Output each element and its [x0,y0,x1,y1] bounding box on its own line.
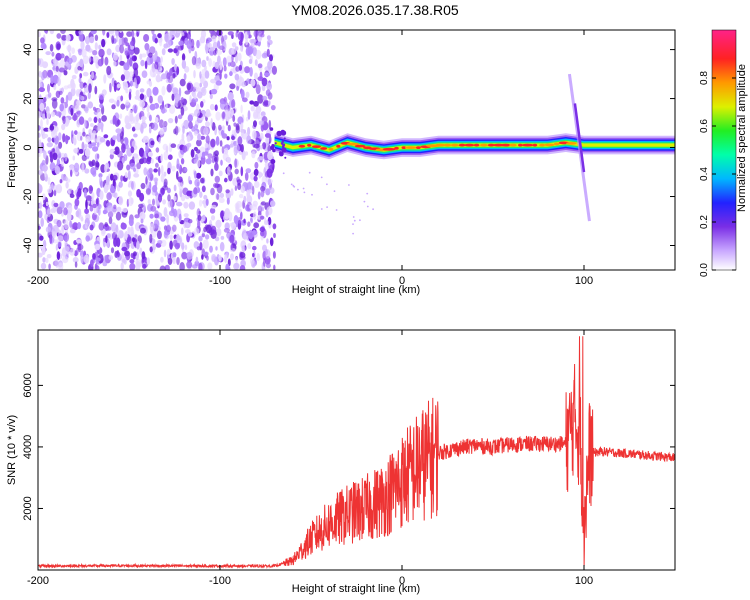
x-tick-label: -100 [209,275,231,287]
colorbar-tick-label: 0.6 [699,119,710,133]
y-tick-label: 40 [22,43,34,55]
colorbar-tick-label: 0.2 [699,215,710,229]
band-peak [479,143,488,147]
snr-panel: -200 -100 0 100 2000 4000 6000 Height of strai… [6,329,676,595]
band-onset [281,130,287,136]
band-peak [544,143,555,147]
spectrogram-xlabel: Height of straight line (km) [292,284,420,296]
band-peak [553,142,560,146]
spectrogram-ylabel: Frequency (Hz) [6,112,18,188]
band-peak [401,146,407,150]
band-onset [281,140,285,143]
x-tick-label: 0 [399,575,405,587]
band-peak [434,143,446,147]
band-peak [509,143,517,147]
frequency-band [269,127,675,164]
band-peak [450,143,459,147]
dispersion-streak-core [573,103,586,173]
snr-frame [37,329,676,571]
y-tick-label: -20 [22,189,34,205]
band-onset [283,137,286,140]
band-peak [473,143,480,147]
x-tick-label: -100 [209,575,231,587]
colorbar-tick-label: 0.0 [699,263,710,277]
colorbar: 0.0 0.2 0.4 0.6 0.8 Normalized spectral ampl… [699,29,748,277]
band-onset [282,143,286,147]
band-peak [307,143,312,147]
figure-title: YM08.2026.035.17.38.R05 [291,2,459,18]
x-tick-label: 100 [575,275,593,287]
band-peak [566,142,577,145]
band-peak [443,143,452,147]
y-tick-label: 0 [22,144,34,150]
band-peak [500,143,512,147]
band-peak [336,144,341,148]
band-onset [269,127,274,131]
spectrogram-frame [37,29,676,271]
y-tick-label: 20 [22,92,34,104]
band-peak [311,145,322,149]
colorbar-label: Normalized spectral amplitude [736,64,748,212]
band-peak [464,143,475,147]
x-tick-label: 0 [399,275,405,287]
snr-xlabel: Height of straight line (km) [292,583,420,595]
band-peak [458,143,466,147]
band-onset [284,156,287,159]
band-onset [270,145,275,150]
y-tick-label: 4000 [22,435,34,459]
band-onset [281,147,287,153]
y-tick-label: -40 [22,238,34,254]
band-peak [539,143,546,147]
colorbar-gradient [711,29,737,271]
band-peak [521,143,534,147]
band-onset [279,151,282,154]
band-peak [394,146,399,150]
band-peak [328,147,334,151]
noise-scatter [38,30,374,270]
band-peak [416,146,421,150]
y-tick-label: 2000 [22,496,34,520]
x-tick-label: 100 [575,575,593,587]
band-onset [274,142,277,145]
x-tick-label: -200 [27,275,49,287]
band-onset [270,159,276,164]
x-tick-label: -200 [27,575,49,587]
band-peak [487,143,495,147]
snr-series-line [38,336,675,569]
band-peak [298,144,306,148]
colorbar-tick-label: 0.8 [699,71,710,85]
band-peak [346,142,360,146]
band-peak [404,146,418,150]
snr-ylabel: SNR (10 * v/v) [6,415,18,485]
band-peak [532,143,538,147]
band-peak [518,143,523,147]
band-peak [354,144,366,148]
colorbar-tick-label: 0.4 [699,167,710,181]
band-peak [382,147,396,151]
y-tick-label: 6000 [22,373,34,397]
dispersion-streak [567,73,591,222]
band-peak [320,147,328,150]
